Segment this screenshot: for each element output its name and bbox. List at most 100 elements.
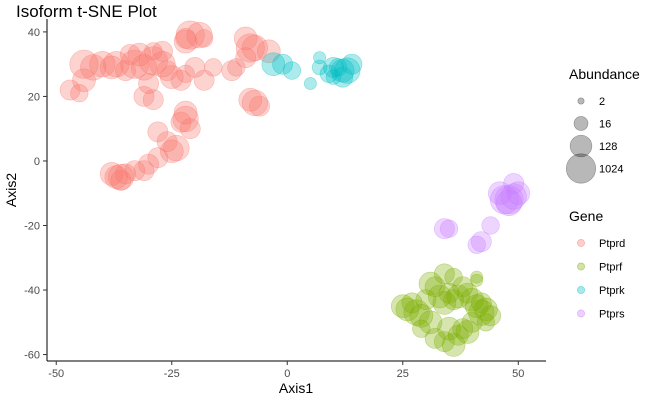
data-point	[179, 118, 201, 140]
data-point	[152, 40, 173, 62]
data-point	[390, 294, 415, 319]
color-legend-label: Ptprf	[599, 262, 623, 274]
data-point	[457, 282, 478, 304]
data-point	[443, 289, 465, 311]
data-point	[409, 303, 434, 328]
data-point	[395, 297, 420, 322]
size-legend-label: 1024	[599, 164, 623, 176]
data-point	[170, 111, 192, 133]
data-point	[127, 42, 152, 67]
color-legend-key	[577, 262, 585, 271]
data-point	[138, 46, 168, 76]
data-point	[160, 65, 184, 89]
data-point	[176, 64, 195, 83]
data-point	[480, 305, 502, 327]
data-point	[412, 319, 431, 338]
y-tick-label: 0	[34, 156, 40, 168]
y-tick-label: 40	[28, 27, 40, 39]
data-point	[104, 165, 129, 189]
data-point	[329, 58, 348, 77]
y-tick-label: 20	[28, 91, 40, 103]
data-point	[464, 294, 489, 319]
plot-points	[59, 20, 531, 357]
data-point	[332, 66, 354, 88]
data-point	[470, 273, 484, 287]
data-point	[173, 29, 198, 54]
data-point	[476, 313, 496, 332]
x-axis-title: Axis1	[279, 380, 313, 396]
data-point	[227, 58, 246, 77]
data-point	[256, 39, 281, 64]
data-point	[438, 282, 460, 304]
data-point	[130, 54, 158, 81]
data-point	[103, 51, 130, 78]
data-point	[468, 299, 495, 326]
data-point	[156, 60, 178, 82]
data-point	[418, 271, 443, 296]
data-point	[173, 100, 198, 125]
series-ptprd	[59, 20, 281, 191]
data-point	[461, 311, 483, 333]
data-point	[147, 121, 169, 143]
color-legend: Gene Ptprd Ptprf Ptprk Ptprs	[569, 208, 625, 321]
data-point	[69, 49, 99, 79]
data-point	[184, 57, 206, 78]
data-point	[261, 52, 286, 76]
size-legend-key	[565, 153, 597, 184]
data-point	[241, 34, 268, 62]
data-point	[334, 57, 361, 84]
data-point	[272, 53, 294, 75]
data-point	[403, 299, 430, 326]
chart-title: Isoform t-SNE Plot	[16, 2, 157, 21]
series-ptprk	[261, 51, 363, 90]
data-point	[59, 79, 81, 101]
data-point	[70, 84, 89, 103]
color-legend-key	[577, 286, 585, 294]
data-point	[455, 320, 480, 344]
data-point	[186, 21, 213, 49]
data-point	[241, 89, 268, 116]
data-point	[467, 235, 486, 254]
data-point	[221, 60, 243, 82]
data-point	[319, 64, 338, 83]
data-point	[433, 263, 455, 285]
data-point	[99, 55, 124, 80]
data-point	[447, 324, 469, 346]
data-point	[115, 60, 136, 82]
data-point	[147, 147, 169, 169]
data-point	[418, 310, 443, 335]
color-legend-key	[577, 309, 585, 318]
size-legend-key	[577, 97, 585, 105]
data-point	[238, 87, 263, 112]
data-point	[160, 139, 184, 164]
y-tick-label: -40	[24, 285, 40, 297]
y-axis-title: Axis2	[3, 173, 19, 207]
data-point	[452, 276, 474, 298]
data-point	[487, 181, 512, 205]
data-point	[235, 33, 265, 63]
size-legend: Abundance 2 16 128 1024	[565, 66, 640, 184]
x-tick-label: -25	[164, 368, 180, 380]
data-point	[144, 42, 163, 61]
data-point	[133, 86, 155, 107]
data-point	[470, 292, 492, 314]
data-point	[481, 216, 500, 235]
data-point	[460, 287, 484, 312]
data-point	[444, 268, 463, 287]
x-tick-label: 25	[397, 368, 409, 380]
data-point	[494, 185, 524, 215]
data-point	[441, 333, 466, 357]
data-point	[313, 51, 326, 65]
data-point	[500, 183, 527, 210]
x-tick-label: -50	[48, 368, 64, 380]
data-point	[156, 131, 178, 153]
data-point	[193, 69, 215, 91]
data-point	[470, 231, 492, 253]
data-point	[142, 89, 164, 111]
data-point	[170, 69, 192, 91]
data-point	[124, 160, 146, 182]
y-tick-label: -60	[24, 350, 40, 362]
data-point	[303, 77, 317, 90]
data-point	[323, 57, 344, 78]
data-point	[433, 331, 455, 353]
